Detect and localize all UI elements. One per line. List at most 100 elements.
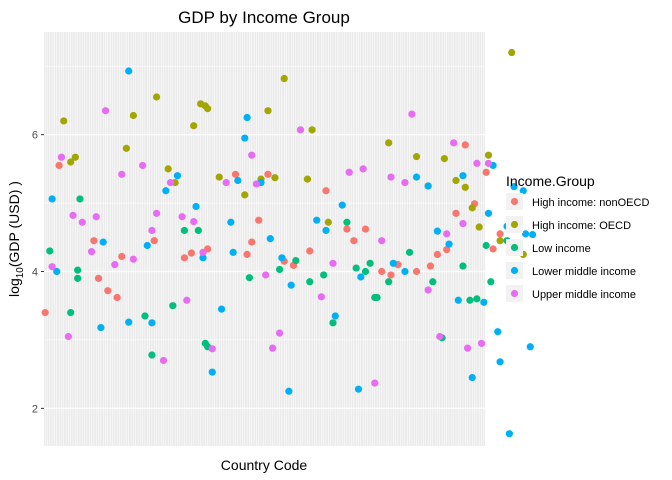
chart-title: GDP by Income Group [178,8,350,27]
data-point [278,254,286,262]
data-point [424,182,432,190]
data-point [169,302,177,310]
plot-panel [44,32,485,446]
data-point [484,159,493,167]
data-point [373,293,381,302]
data-point [452,209,460,217]
data-point [99,238,107,246]
data-point [190,217,198,226]
data-point [429,278,437,286]
y-axis-title-subscript: 10 [15,267,26,279]
data-point [296,126,305,134]
data-point [463,344,472,352]
data-point [125,318,133,326]
data-point [231,170,240,178]
data-point [287,281,295,289]
data-point [64,332,72,341]
data-point [475,223,483,231]
data-point [164,165,172,173]
data-point [522,230,530,238]
data-point [152,93,161,101]
data-point [468,373,476,382]
data-point [510,183,518,191]
data-point [292,256,300,265]
data-point [215,173,223,181]
data-point [320,271,328,279]
data-point [162,187,170,195]
legend-key-point [510,197,519,206]
data-point [359,165,367,173]
y-axis: 2 4 6 [32,130,44,415]
data-point [306,247,314,255]
data-point [71,153,79,161]
y-axis-title: log10(GDP (USD) ) [6,181,26,297]
data-point [101,107,110,115]
data-point [408,110,416,118]
data-point [317,293,325,301]
data-point [445,240,453,248]
data-point [113,293,121,302]
data-point [180,254,189,262]
data-point [412,152,421,161]
data-point [487,278,495,286]
data-point [401,178,409,187]
data-point [159,356,168,365]
data-point [389,259,397,267]
data-point [526,343,534,351]
data-point [248,151,256,159]
data-point [46,247,54,255]
data-point [118,170,126,178]
data-point [280,74,288,83]
data-point [217,305,226,313]
data-point [192,202,200,211]
legend-label: Low income [532,243,591,255]
data-point [60,117,68,125]
data-point [275,329,284,337]
data-point [343,218,351,226]
data-point [69,211,77,219]
data-point [122,144,130,152]
data-point [166,178,175,187]
data-point [234,176,242,185]
data-point [53,267,61,276]
data-point [385,278,393,286]
data-point [48,195,56,203]
legend-label: Lower middle income [532,266,636,278]
data-point [129,111,137,120]
data-point [118,252,126,261]
data-point [129,255,137,263]
data-point [412,173,421,181]
data-point [208,368,216,376]
data-point [78,218,86,226]
data-point [461,183,469,191]
data-point [519,187,527,195]
data-point [245,274,254,282]
data-point [67,158,75,166]
data-point [308,126,316,134]
data-point [208,345,216,353]
data-point [443,230,451,238]
data-point [111,261,119,269]
data-point [366,259,374,267]
data-point [180,226,189,235]
data-point [496,358,504,366]
data-point [303,175,312,183]
data-point [459,262,467,270]
data-point [266,235,274,243]
data-point [352,264,360,272]
data-point [187,249,195,257]
data-point [229,248,237,256]
data-point [241,134,249,142]
data-point [401,267,409,276]
y-tick-label: 6 [32,130,38,142]
data-point [345,168,353,176]
data-point [433,227,442,235]
legend-label: High income: nonOECD [532,197,649,209]
data-point [324,218,332,226]
data-point [461,141,469,149]
data-point [271,174,279,182]
data-point [150,237,158,245]
data-point [262,271,270,279]
data-point [148,319,156,327]
